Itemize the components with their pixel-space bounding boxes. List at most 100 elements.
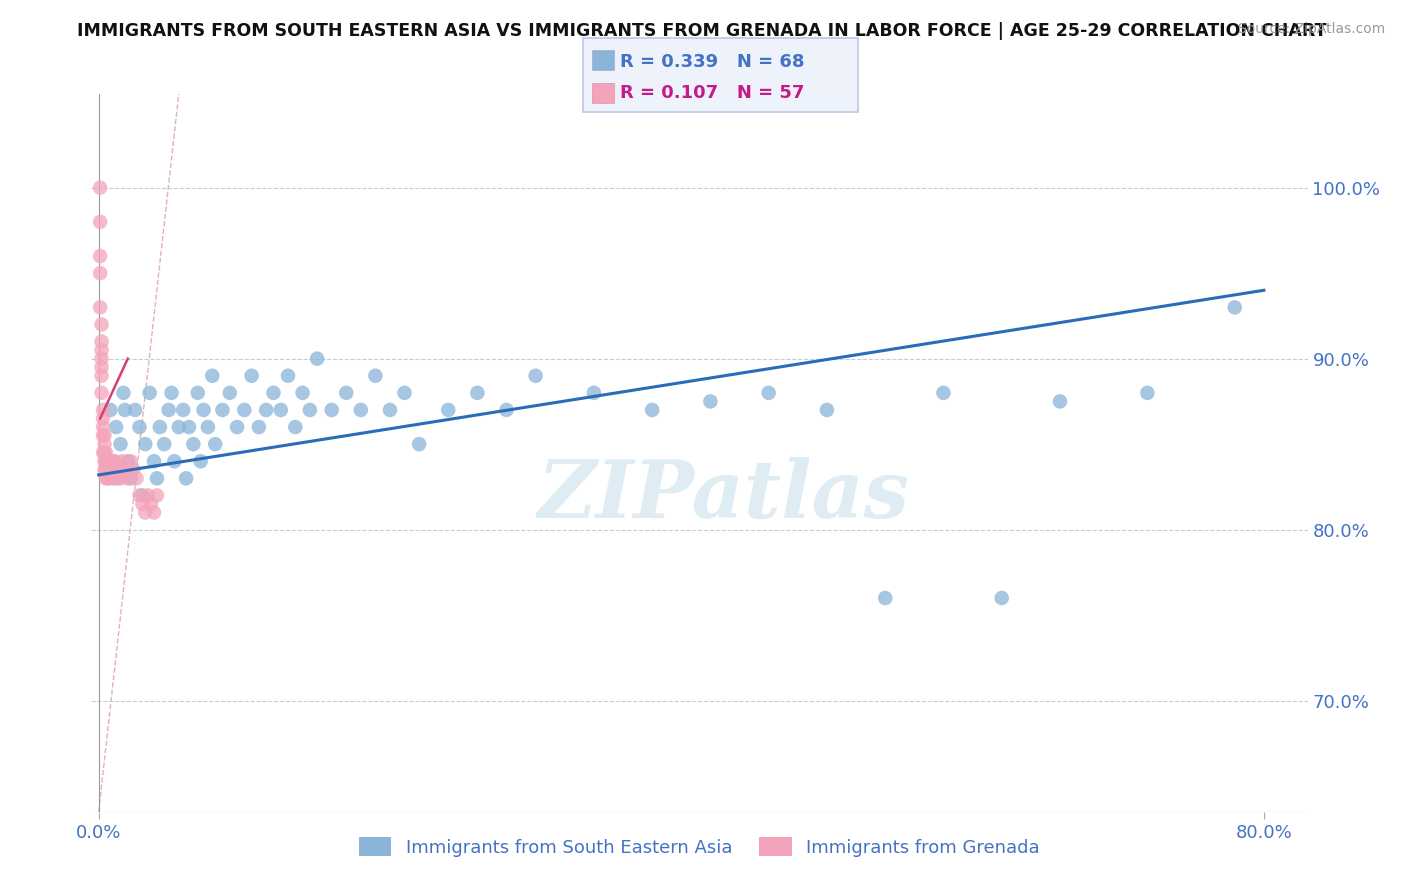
Point <box>94 454 117 468</box>
Point <box>197 420 219 434</box>
Point <box>103 463 125 477</box>
Point <box>160 385 183 400</box>
Point <box>218 385 240 400</box>
Point <box>211 403 233 417</box>
Point <box>93 428 115 442</box>
Point <box>97 454 120 468</box>
Point <box>98 403 121 417</box>
Point <box>153 437 176 451</box>
Point <box>226 420 249 434</box>
Point <box>93 463 115 477</box>
Point <box>125 471 148 485</box>
Point <box>104 454 127 468</box>
Point <box>104 463 127 477</box>
Point <box>143 454 166 468</box>
Point <box>97 471 120 485</box>
Point <box>98 454 121 468</box>
Point <box>240 368 263 383</box>
Point <box>190 454 212 468</box>
Point <box>378 403 401 417</box>
Point <box>204 437 226 451</box>
Point <box>120 471 142 485</box>
Point <box>131 497 153 511</box>
Point <box>128 488 150 502</box>
Point <box>167 420 190 434</box>
Point <box>101 454 124 468</box>
Point <box>364 368 387 383</box>
Point <box>254 403 277 417</box>
Point <box>111 454 134 468</box>
Point <box>291 385 314 400</box>
Point <box>114 463 136 477</box>
Point <box>89 249 111 263</box>
Point <box>177 420 200 434</box>
Point <box>97 463 120 477</box>
Legend: Immigrants from South Eastern Asia, Immigrants from Grenada: Immigrants from South Eastern Asia, Immi… <box>352 830 1047 863</box>
Point <box>875 591 897 605</box>
Point <box>124 403 146 417</box>
Point <box>139 497 162 511</box>
Point <box>321 403 343 417</box>
Point <box>467 385 489 400</box>
Point <box>93 454 115 468</box>
Point <box>90 351 112 366</box>
Point <box>90 343 112 357</box>
Point <box>193 403 215 417</box>
Point <box>93 437 115 451</box>
Point <box>117 471 139 485</box>
Point <box>1223 301 1246 315</box>
Point <box>94 454 117 468</box>
Point <box>183 437 205 451</box>
Point <box>163 454 186 468</box>
Point <box>89 301 111 315</box>
Point <box>157 403 180 417</box>
Point <box>932 385 955 400</box>
Point <box>437 403 460 417</box>
Point <box>103 454 125 468</box>
Point <box>172 403 194 417</box>
Point <box>174 471 197 485</box>
Point <box>350 403 373 417</box>
Point <box>758 385 780 400</box>
Point <box>96 471 118 485</box>
Point <box>699 394 721 409</box>
Point <box>815 403 838 417</box>
Point <box>91 420 114 434</box>
Point <box>1049 394 1071 409</box>
Point <box>93 445 115 459</box>
Point <box>524 368 547 383</box>
Point <box>94 445 117 459</box>
Point <box>105 463 128 477</box>
Text: R = 0.339   N = 68: R = 0.339 N = 68 <box>620 53 804 70</box>
Point <box>298 403 321 417</box>
Point <box>117 454 139 468</box>
Point <box>90 385 112 400</box>
Point <box>114 403 136 417</box>
Point <box>91 403 114 417</box>
Point <box>91 445 114 459</box>
Point <box>247 420 270 434</box>
Point <box>91 428 114 442</box>
Point <box>98 463 121 477</box>
Point <box>284 420 307 434</box>
Point <box>1136 385 1159 400</box>
Text: R = 0.107   N = 57: R = 0.107 N = 57 <box>620 84 804 103</box>
Point <box>146 471 169 485</box>
Point <box>149 420 172 434</box>
Point <box>335 385 357 400</box>
Point <box>408 437 430 451</box>
Point <box>96 463 118 477</box>
Point <box>641 403 664 417</box>
Text: IMMIGRANTS FROM SOUTH EASTERN ASIA VS IMMIGRANTS FROM GRENADA IN LABOR FORCE | A: IMMIGRANTS FROM SOUTH EASTERN ASIA VS IM… <box>77 22 1327 40</box>
Point <box>307 351 329 366</box>
Point <box>110 471 132 485</box>
Point <box>131 488 153 502</box>
Point <box>108 463 131 477</box>
Point <box>262 385 284 400</box>
Point <box>146 488 169 502</box>
Point <box>134 437 156 451</box>
Point <box>90 318 112 332</box>
Point <box>495 403 517 417</box>
Point <box>90 368 112 383</box>
Point <box>90 360 112 375</box>
